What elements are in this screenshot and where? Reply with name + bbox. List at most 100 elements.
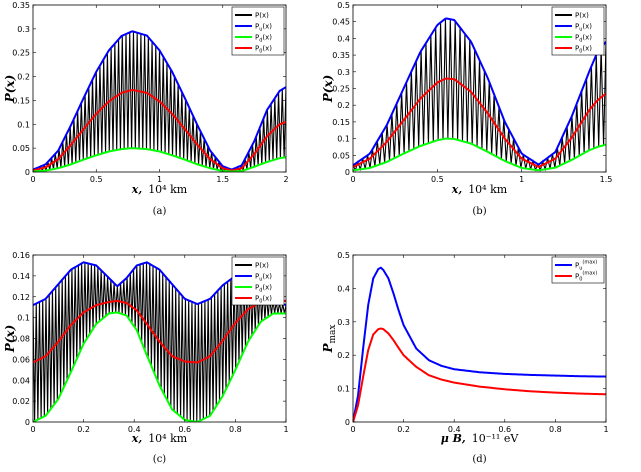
legend-entry: Pu(max)	[575, 260, 597, 272]
y-tick-label: 0	[345, 418, 350, 427]
y-tick-label: 0.14	[12, 272, 30, 281]
x-tick-label: 0	[30, 175, 35, 184]
y-axis-label: P(x)	[3, 325, 17, 354]
x-tick-label: 1.5	[216, 175, 229, 184]
y-tick-label: 0.3	[17, 25, 30, 34]
x-axis-label: x, 10⁴ km	[131, 432, 188, 445]
legend-entry: Pd(x)	[255, 34, 272, 44]
x-tick-label: 1	[157, 175, 162, 184]
panel-b: 0 0.5 1 1.5 0 0.05 0.1 0.15 0.2 0.25 0.3 0.35 0.4 0.4…	[321, 1, 612, 217]
legend-entry: Pu(x)	[255, 23, 272, 33]
legend-box	[551, 256, 605, 284]
x-axis-label: x, 10⁴ km	[131, 183, 188, 196]
y-tick-label: 0.35	[332, 51, 350, 60]
axes-frame	[352, 254, 607, 423]
series-P_u^(max)	[353, 266, 606, 422]
y-tick-label: 0.25	[332, 85, 350, 94]
series-P_u(x)	[33, 30, 286, 171]
y-tick-label: 0.15	[332, 118, 350, 127]
y-tick-label: 0.5	[337, 1, 350, 10]
y-tick-label: 0.3	[337, 318, 350, 327]
caption: (d)	[472, 454, 486, 465]
x-tick-label: 1	[283, 425, 288, 434]
y-axis-label: P(x)	[3, 75, 17, 104]
y-tick-label: 0.4	[337, 34, 350, 43]
x-tick-label: 0	[350, 175, 355, 184]
legend: P(x) Pu(x)Pd(x)P0(x)	[231, 6, 285, 56]
y-tick-label: 0.12	[12, 293, 30, 302]
caption: (b)	[472, 206, 486, 217]
y-axis-label: P(x)	[321, 75, 335, 104]
y-tick-label: 0.1	[337, 385, 350, 394]
y-tick-label: 0.08	[12, 335, 30, 344]
y-tick-label: 0.45	[332, 18, 350, 27]
y-tick-label: 0.1	[17, 314, 30, 323]
legend-entry: P(x)	[575, 12, 589, 20]
caption: (c)	[153, 454, 167, 465]
x-tick-label: 0.6	[498, 425, 511, 434]
legend-entry: P(x)	[255, 12, 269, 20]
x-tick-label: 1.5	[600, 175, 613, 184]
y-tick-label: 0.1	[17, 120, 30, 129]
x-tick-label: 1	[519, 175, 524, 184]
x-tick-label: 1	[603, 425, 608, 434]
caption: (a)	[153, 206, 167, 217]
x-tick-label: 0.4	[448, 425, 461, 434]
y-tick-label: 0	[25, 168, 30, 177]
series-P_0(x)	[33, 299, 286, 364]
legend-entry: P0(max)	[575, 271, 597, 283]
legend-entry: P0(x)	[255, 45, 272, 55]
series-P_d(x)	[33, 311, 286, 422]
series-P_0(x)	[33, 89, 286, 172]
panel-a: 0 0.5 1 1.5 2 0 0.05 0.1 0.15 0.2 0.25 0.3 0.35 x, 10⁴…	[3, 1, 289, 217]
panel-d: 0 0.2 0.4 0.6 0.8 1 0 0.1 0.2 0.3 0.4 0.5 μ B, 10⁻¹¹ …	[321, 251, 609, 465]
y-tick-label: 0.2	[337, 101, 350, 110]
legend-entry: P0(x)	[255, 295, 272, 305]
series-P_u(x)	[353, 17, 606, 167]
x-tick-label: 0.8	[549, 425, 562, 434]
plot-area	[353, 266, 606, 422]
panel-c: 0 0.2 0.4 0.6 0.8 1 0 0.02 0.04 0.06 0.08 0.1 0.12 0.…	[3, 251, 289, 465]
legend-entry: Pd(x)	[255, 284, 272, 294]
x-tick-label: 0	[350, 425, 355, 434]
series-P_d(x)	[353, 137, 606, 172]
x-tick-label: 0.8	[229, 425, 242, 434]
x-tick-label: 0.6	[178, 425, 191, 434]
y-tick-label: 0	[25, 418, 30, 427]
series-P_0^(max)	[353, 327, 606, 422]
legend-entry: Pu(x)	[255, 273, 272, 283]
legend-entry: Pu(x)	[575, 23, 592, 33]
series-P_0(x)	[353, 77, 606, 168]
series-P_d(x)	[33, 147, 286, 172]
legend-entry: P0(x)	[575, 45, 592, 55]
legend-entry: P(x)	[255, 262, 269, 270]
y-tick-label: 0	[345, 168, 350, 177]
legend-entry: Pd(x)	[575, 34, 592, 44]
y-tick-label: 0.02	[12, 397, 30, 406]
y-tick-label: 0.2	[337, 351, 350, 360]
y-tick-label: 0.15	[12, 96, 30, 105]
x-tick-label: 2	[283, 175, 288, 184]
y-tick-label: 0.1	[337, 135, 350, 144]
y-tick-label: 0.3	[337, 68, 350, 77]
y-tick-label: 0.25	[12, 49, 30, 58]
y-axis-label: Pmax	[321, 324, 338, 353]
x-tick-label: 0.5	[90, 175, 103, 184]
x-tick-label: 0.2	[397, 425, 410, 434]
x-tick-label: 0.2	[77, 425, 90, 434]
y-tick-label: 0.04	[12, 376, 30, 385]
y-tick-label: 0.06	[12, 355, 30, 364]
y-tick-label: 0.05	[12, 144, 30, 153]
legend: Pu(max)P0(max)	[551, 256, 605, 284]
y-tick-label: 0.35	[12, 1, 30, 10]
y-tick-label: 0.2	[17, 73, 30, 82]
x-tick-label: 0.5	[431, 175, 444, 184]
legend: P(x) Pu(x)Pd(x)P0(x)	[231, 256, 285, 306]
legend: P(x) Pu(x)Pd(x)P0(x)	[551, 6, 605, 56]
x-axis-label: μ B, 10⁻¹¹ eV	[441, 432, 520, 445]
y-tick-label: 0.5	[337, 251, 350, 260]
y-tick-label: 0.16	[12, 251, 30, 260]
plot-area	[353, 17, 606, 172]
x-tick-label: 0.4	[128, 425, 141, 434]
